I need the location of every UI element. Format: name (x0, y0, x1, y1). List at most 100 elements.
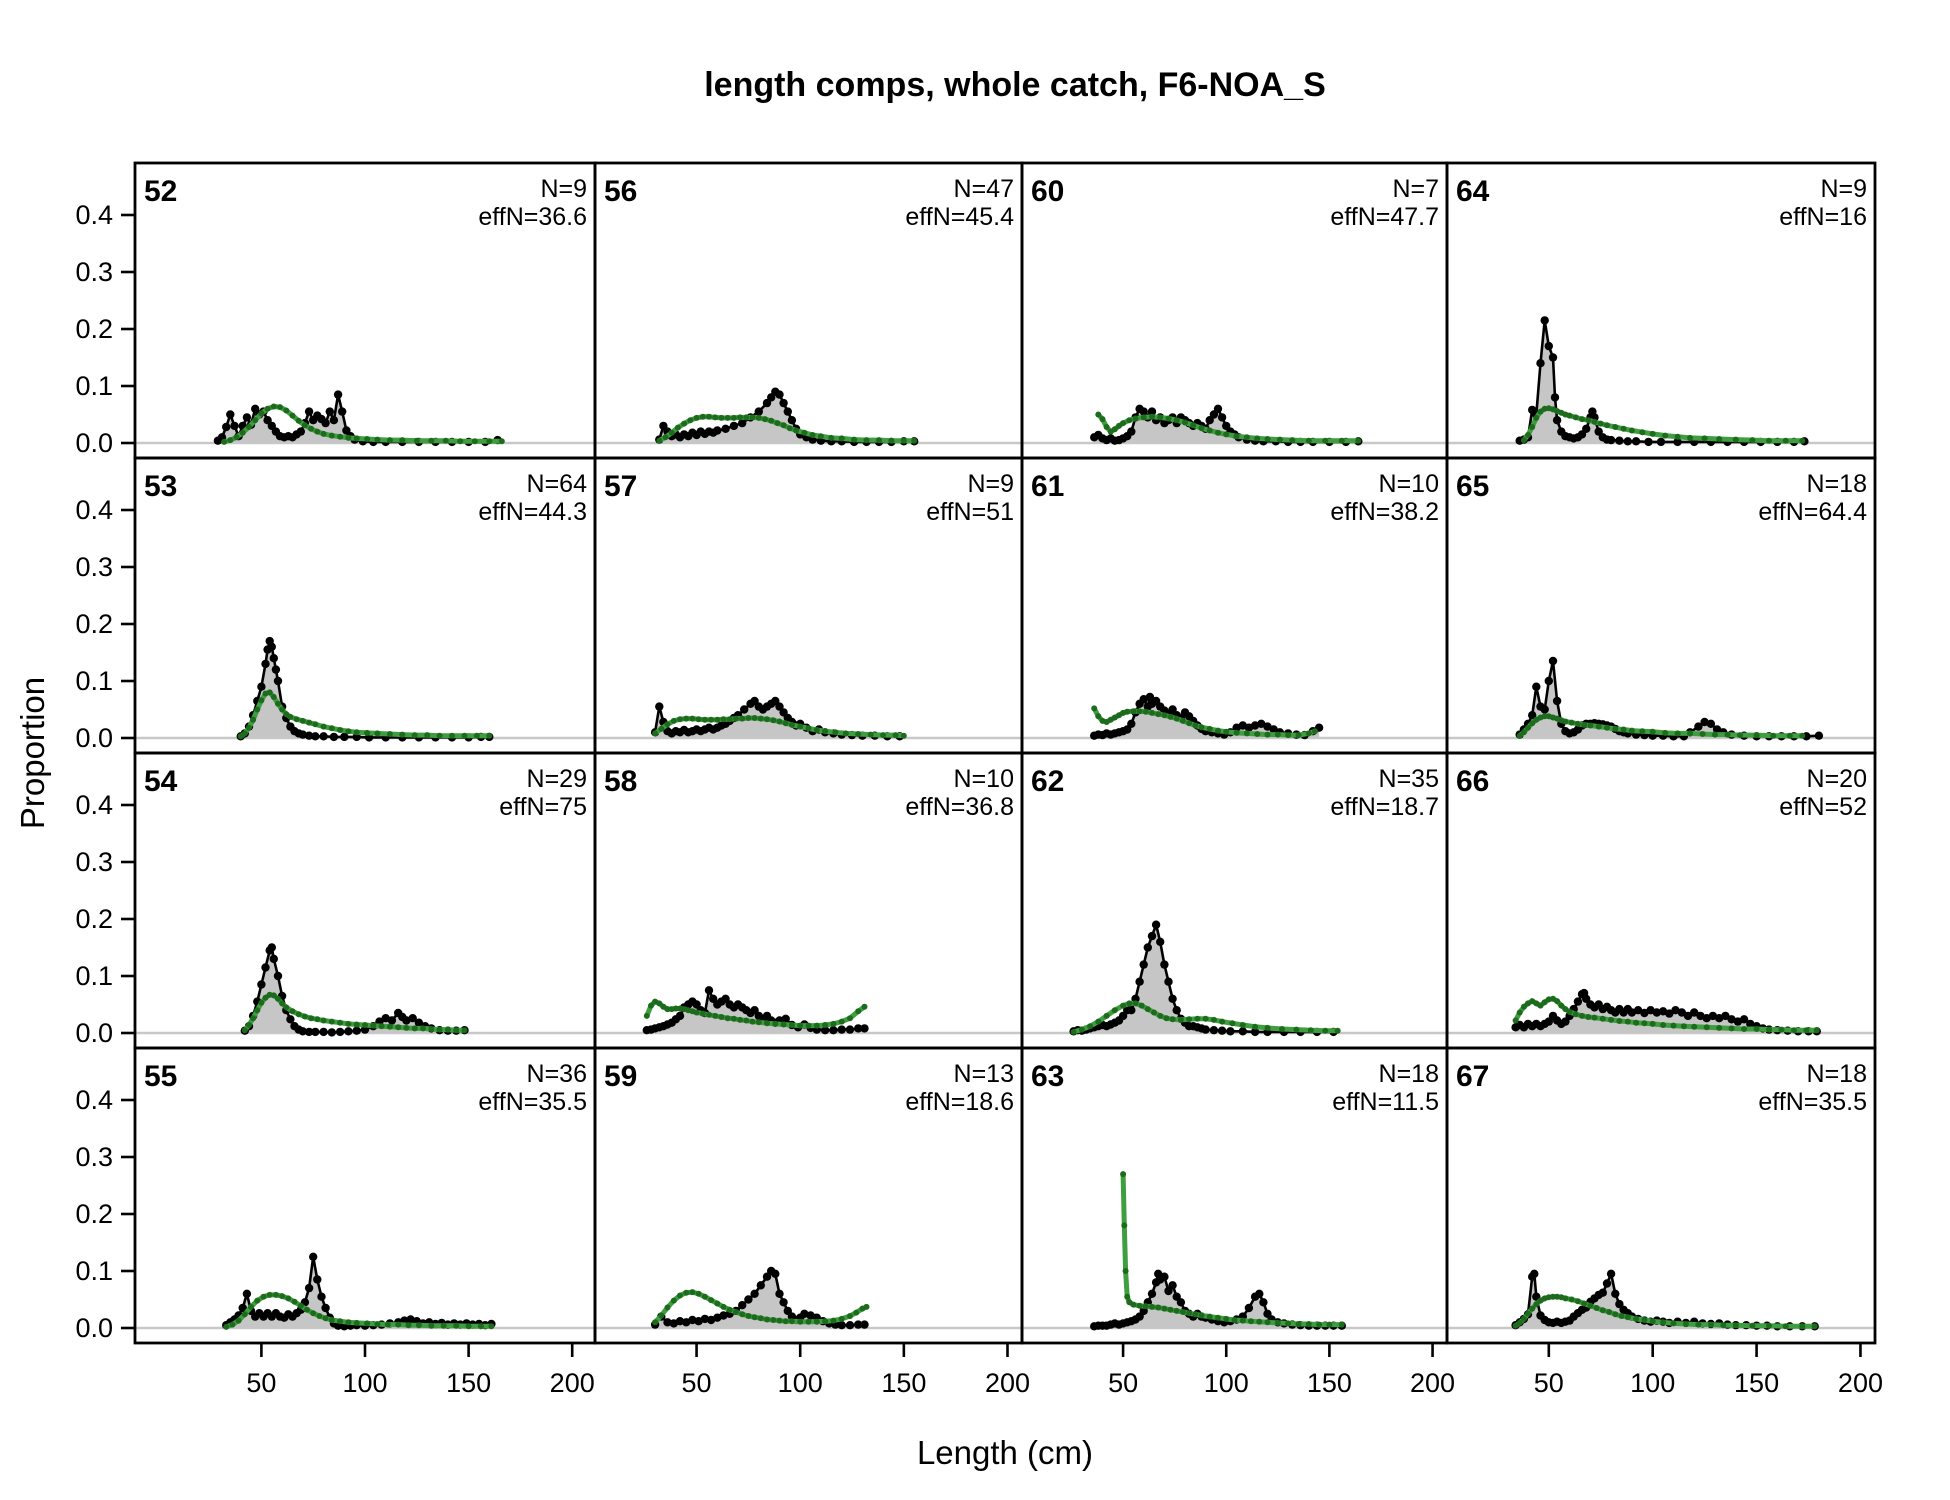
panel-effn-label: effN=36.6 (478, 203, 587, 231)
x-axis-col-2: 50 100 150 200 (1108, 1343, 1455, 1398)
panel-year-label: 57 (604, 470, 637, 503)
panel-year-label: 65 (1456, 470, 1489, 503)
expected-line (652, 715, 907, 739)
panel-effn-label: effN=16 (1779, 203, 1867, 231)
expected-points (1512, 1293, 1818, 1330)
panel-n-label: N=10 (954, 765, 1014, 793)
y-axis-row-1: 0.0 0.1 0.2 0.3 0.4 (75, 495, 135, 753)
panel-effn-label: effN=52 (1779, 793, 1867, 821)
panel-n-label: N=47 (954, 175, 1014, 203)
observed-fill (1094, 408, 1359, 443)
observed-fill (1519, 661, 1819, 738)
x-tick-label: 200 (1838, 1368, 1883, 1398)
observed-fill (1519, 320, 1805, 443)
y-tick-label: 0.4 (75, 200, 113, 230)
x-tick-label: 50 (1534, 1368, 1564, 1398)
panel-n-label: N=9 (967, 470, 1014, 498)
x-tick-label: 200 (550, 1368, 595, 1398)
x-tick-label: 50 (682, 1368, 712, 1398)
x-tick-label: 150 (1307, 1368, 1352, 1398)
x-tick-label: 200 (1410, 1368, 1455, 1398)
panel-year-label: 56 (604, 175, 637, 208)
expected-points (643, 998, 868, 1029)
expected-points (652, 715, 907, 739)
panel-border (1445, 1046, 1877, 1345)
panel-effn-label: effN=47.7 (1330, 203, 1439, 231)
y-tick-label: 0.4 (75, 790, 113, 820)
observed-fill (1515, 1273, 1815, 1328)
panel-effn-label: effN=18.6 (905, 1088, 1014, 1116)
x-tick-label: 150 (881, 1368, 926, 1398)
y-tick-label: 0.3 (75, 847, 113, 877)
panel-year-label: 62 (1031, 765, 1064, 798)
y-axis-title: Proportion (14, 677, 51, 829)
panel-effn-label: effN=35.5 (1758, 1088, 1867, 1116)
panel-year-label: 58 (604, 765, 637, 798)
panel-year-label: 54 (144, 765, 178, 798)
x-tick-label: 200 (985, 1368, 1030, 1398)
x-tick-label: 100 (1204, 1368, 1249, 1398)
y-axis-row-2: 0.0 0.1 0.2 0.3 0.4 (75, 790, 135, 1048)
expected-points (1120, 1171, 1345, 1328)
panel-year-label: 63 (1031, 1060, 1064, 1093)
x-axis-col-3: 50 100 150 200 (1534, 1343, 1883, 1398)
x-axis-col-1: 50 100 150 200 (682, 1343, 1030, 1398)
x-tick-label: 150 (446, 1368, 491, 1398)
panel-year-label: 59 (604, 1060, 637, 1093)
expected-points (652, 1289, 870, 1326)
panel-n-label: N=18 (1379, 1060, 1439, 1088)
panel-effn-label: effN=45.4 (905, 203, 1014, 231)
expected-points (241, 991, 468, 1034)
y-tick-label: 0.4 (75, 1085, 113, 1115)
expected-points (1070, 1000, 1341, 1035)
y-tick-label: 0.1 (75, 961, 113, 991)
panel-effn-label: effN=11.5 (1332, 1088, 1439, 1116)
x-tick-label: 100 (778, 1368, 823, 1398)
y-tick-label: 0.4 (75, 495, 113, 525)
expected-points (1512, 995, 1820, 1034)
x-tick-label: 50 (246, 1368, 276, 1398)
chart-title: length comps, whole catch, F6-NOA_S (704, 66, 1326, 104)
y-tick-label: 0.2 (75, 609, 113, 639)
y-tick-label: 0.3 (75, 552, 113, 582)
y-axis-row-0: 0.0 0.1 0.2 0.3 0.4 (75, 200, 135, 458)
panel-effn-label: effN=64.4 (1758, 498, 1867, 526)
panel-n-label: N=20 (1807, 765, 1867, 793)
y-tick-label: 0.2 (75, 1199, 113, 1229)
expected-points (1091, 705, 1318, 739)
expected-points (1516, 713, 1806, 739)
expected-points (237, 689, 493, 740)
panel-effn-label: effN=51 (926, 498, 1014, 526)
panel-year-label: 55 (144, 1060, 177, 1093)
expected-points (1520, 405, 1806, 444)
panel-n-label: N=10 (1379, 470, 1439, 498)
y-tick-label: 0.0 (75, 1018, 113, 1048)
panel-n-label: N=64 (527, 470, 588, 498)
panel-effn-label: effN=38.2 (1330, 498, 1439, 526)
panel-n-label: N=9 (540, 175, 587, 203)
expected-points (656, 413, 918, 444)
expected-points (223, 1291, 495, 1330)
panel-n-label: N=18 (1807, 1060, 1867, 1088)
y-tick-label: 0.1 (75, 371, 113, 401)
y-tick-label: 0.3 (75, 257, 113, 287)
expected-points (221, 403, 505, 445)
x-tick-label: 150 (1734, 1368, 1779, 1398)
panel-n-label: N=36 (527, 1060, 587, 1088)
panel-year-label: 64 (1456, 175, 1490, 208)
panel-n-label: N=13 (954, 1060, 1014, 1088)
panel-n-label: N=7 (1392, 175, 1439, 203)
y-tick-label: 0.0 (75, 428, 113, 458)
observed-fill (244, 947, 465, 1033)
y-tick-label: 0.0 (75, 723, 113, 753)
